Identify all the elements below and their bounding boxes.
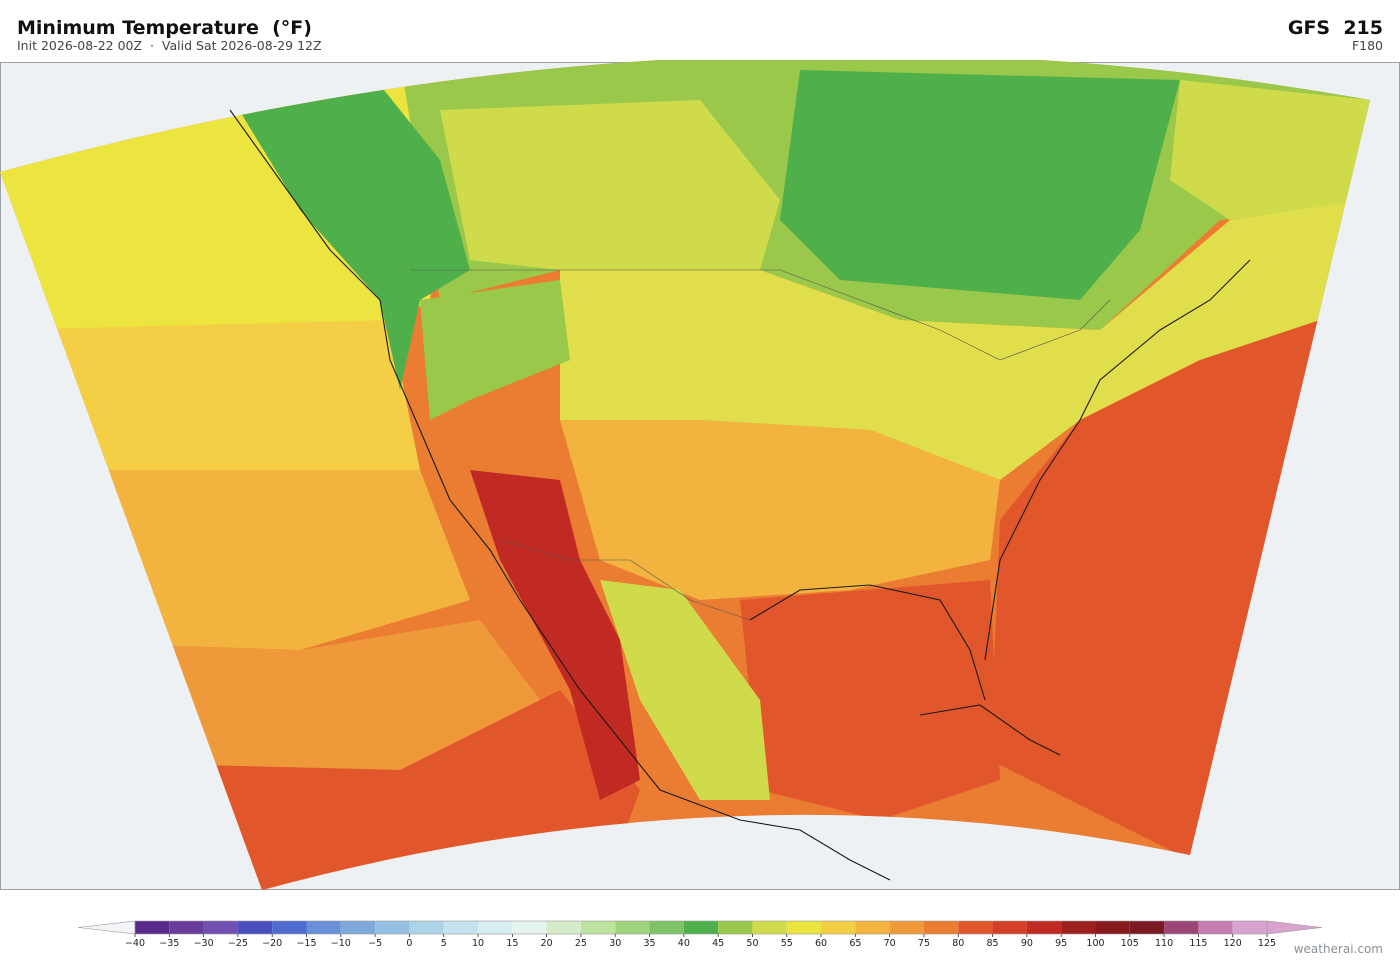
colorbar-tick-label: 5 xyxy=(441,938,447,949)
colorbar-tick-label: 20 xyxy=(541,938,553,949)
colorbar-tick-label: 120 xyxy=(1224,938,1242,949)
colorbar-segment xyxy=(1061,921,1096,934)
colorbar-segment xyxy=(580,921,616,934)
field-band xyxy=(230,85,470,390)
colorbar-segment xyxy=(169,921,204,934)
colorbar-tick-label: 85 xyxy=(987,938,999,949)
colorbar-segment xyxy=(1095,921,1130,934)
coastline xyxy=(749,584,986,701)
colorbar-tick-label: −35 xyxy=(159,938,179,949)
colorbar-segment xyxy=(272,921,307,934)
colorbar-tick-label: 25 xyxy=(575,938,587,949)
colorbar-segment xyxy=(237,921,273,934)
colorbar-segment xyxy=(752,921,787,934)
colorbar-segment xyxy=(1164,921,1199,934)
coastline xyxy=(919,704,1061,756)
colorbar-tick-label: 40 xyxy=(678,938,690,949)
field-band xyxy=(740,580,1000,820)
country-border xyxy=(499,539,751,621)
colorbar-segment xyxy=(1198,921,1233,934)
colorbar-segment xyxy=(855,921,890,934)
colorbar-tick-label: −30 xyxy=(194,938,214,949)
colorbar-segment xyxy=(821,921,856,934)
colorbar-tick-label: −25 xyxy=(228,938,248,949)
coastline xyxy=(229,109,891,881)
colorbar-tick-label: −15 xyxy=(296,938,316,949)
field-band xyxy=(780,70,1180,300)
colorbar: −40 −35 −30 −25 −20 −15 −10 −5 0 5 10 15 20 25 30 35 40 4… xyxy=(77,920,1323,949)
country-border xyxy=(410,269,1111,361)
colorbar-segment xyxy=(683,921,719,934)
forecast-hour: F180 xyxy=(1352,38,1383,53)
colorbar-tick-label: −10 xyxy=(331,938,351,949)
map-title: Minimum Temperature (°F) xyxy=(17,17,312,39)
credit: weatherai.com xyxy=(1294,942,1383,956)
colorbar-tick-label: −40 xyxy=(125,938,145,949)
colorbar-tick-label: 80 xyxy=(952,938,964,949)
colorbar-segment xyxy=(340,921,376,934)
colorbar-tick-label: 30 xyxy=(609,938,621,949)
colorbar-extend-low xyxy=(77,920,136,935)
colorbar-segment xyxy=(615,921,650,934)
colorbar-tick-label: 50 xyxy=(746,938,758,949)
colorbar-segment xyxy=(546,921,581,934)
colorbar-tick-label: 60 xyxy=(815,938,827,949)
colorbar-segment xyxy=(992,921,1027,934)
field-band xyxy=(1170,80,1370,220)
colorbar-extend-high xyxy=(1266,920,1323,935)
colorbar-segment xyxy=(718,921,753,934)
colorbar-tick-label: 55 xyxy=(781,938,793,949)
colorbar-tick-label: 110 xyxy=(1155,938,1173,949)
model-name: GFS 215 xyxy=(1288,17,1383,39)
colorbar-outline xyxy=(134,920,1268,935)
colorbar-segment xyxy=(478,921,513,934)
colorbar-tick-label: −5 xyxy=(368,938,382,949)
colorbar-segment xyxy=(649,921,684,934)
colorbar-tick-label: 115 xyxy=(1189,938,1207,949)
colorbar-segment xyxy=(786,921,822,934)
field-band xyxy=(0,320,420,480)
colorbar-tick-label: 35 xyxy=(643,938,655,949)
colorbar-tick-label: 105 xyxy=(1121,938,1139,949)
colorbar-segment xyxy=(135,921,170,934)
field-band xyxy=(420,280,570,420)
field-band xyxy=(470,470,640,800)
colorbar-segment xyxy=(203,921,238,934)
colorbar-tick-label: 10 xyxy=(472,938,484,949)
colorbar-segment xyxy=(443,921,479,934)
colorbar-tick-label: 95 xyxy=(1055,938,1067,949)
field-band xyxy=(600,580,770,800)
colorbar-tick-label: 15 xyxy=(506,938,518,949)
field-band xyxy=(560,420,1000,600)
colorbar-segment xyxy=(1026,921,1062,934)
map-subtitle: Init 2026-08-22 00Z · Valid Sat 2026-08-… xyxy=(17,38,322,53)
colorbar-tick-label: 125 xyxy=(1258,938,1276,949)
colorbar-segment xyxy=(306,921,341,934)
colorbar-segment xyxy=(889,921,924,934)
colorbar-segment xyxy=(1232,921,1267,934)
colorbar-segment xyxy=(1129,921,1165,934)
colorbar-segment xyxy=(375,921,410,934)
colorbar-tick-label: 90 xyxy=(1021,938,1033,949)
colorbar-tick-label: 45 xyxy=(712,938,724,949)
colorbar-segment xyxy=(923,921,959,934)
field-band xyxy=(440,100,780,270)
colorbar-segment xyxy=(512,921,547,934)
colorbar-tick-label: −20 xyxy=(262,938,282,949)
colorbar-tick-label: 100 xyxy=(1086,938,1104,949)
colorbar-tick-label: 75 xyxy=(918,938,930,949)
colorbar-tick-label: 0 xyxy=(406,938,412,949)
colorbar-segment xyxy=(409,921,444,934)
colorbar-tick-label: 65 xyxy=(849,938,861,949)
colorbar-segment xyxy=(958,921,993,934)
coastline xyxy=(984,259,1251,661)
colorbar-tick-label: 70 xyxy=(884,938,896,949)
